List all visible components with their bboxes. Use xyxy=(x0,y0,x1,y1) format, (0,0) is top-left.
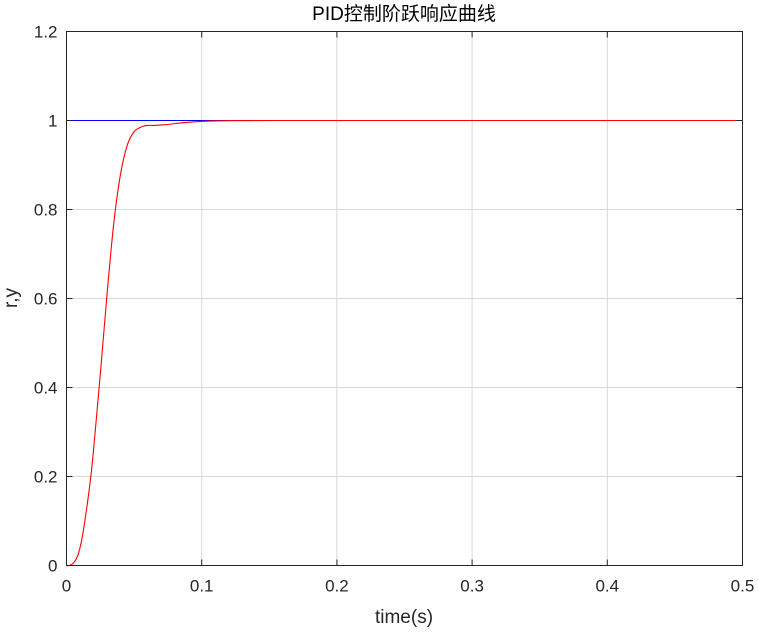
x-tick-label: 0.1 xyxy=(190,577,214,596)
y-tick-label: 0.6 xyxy=(34,290,58,309)
y-tick-label: 0 xyxy=(48,557,57,576)
series-group xyxy=(66,119,743,567)
y-tick-label: 1.2 xyxy=(34,23,58,42)
y-tick-label: 0.2 xyxy=(34,468,58,487)
x-axis-label: time(s) xyxy=(375,607,433,628)
y-tick-label: 0.8 xyxy=(34,201,58,220)
y-axis-label: r,y xyxy=(1,287,22,308)
x-tick-label: 0.5 xyxy=(731,577,755,596)
x-tick-label: 0.4 xyxy=(595,577,619,596)
grid xyxy=(66,31,743,566)
x-tick-label: 0.2 xyxy=(325,577,349,596)
chart-title: PID控制阶跃响应曲线 xyxy=(312,3,496,25)
x-tick-label: 0 xyxy=(62,577,71,596)
response-curve xyxy=(66,119,743,567)
x-tick-label: 0.3 xyxy=(460,577,484,596)
ticks: 0 0.1 0.2 0.3 0.4 0.5 0 0.2 0.4 0.6 0.8 1 1.2 xyxy=(34,23,754,596)
y-tick-label: 0.4 xyxy=(34,379,58,398)
y-tick-label: 1 xyxy=(48,112,57,131)
